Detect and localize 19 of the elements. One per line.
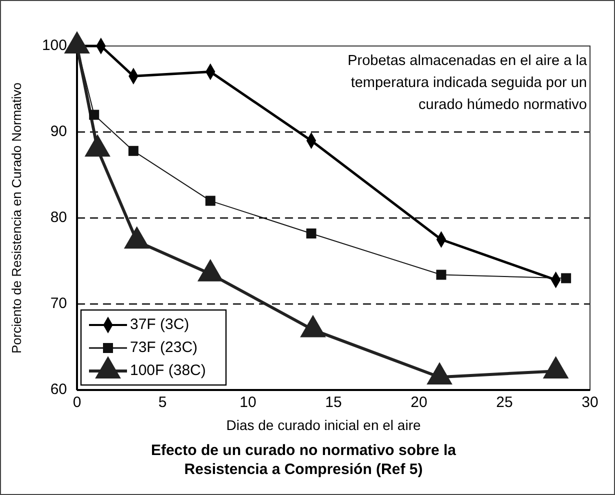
y-tick-label: 70 xyxy=(50,294,67,312)
x-tick-label: 0 xyxy=(72,394,82,411)
x-tick-label: 25 xyxy=(496,394,513,411)
x-axis-title: Dias de curado inicial en el aire xyxy=(226,417,421,433)
legend-label: 73F (23C) xyxy=(130,338,198,356)
x-tick-label: 15 xyxy=(325,394,342,411)
annotation: Probetas almacenadas en el aire a la temperatura indicada seguida por un curado húmedo normativo xyxy=(348,53,588,113)
y-tick-label: 60 xyxy=(50,380,67,398)
legend-label: 37F (3C) xyxy=(130,316,190,333)
x-tick-label: 30 xyxy=(582,394,598,411)
x-tick-label: 5 xyxy=(158,394,167,411)
y-tick-label: 90 xyxy=(50,122,67,140)
legend-label: 100F (38C) xyxy=(130,362,206,379)
x-tick-label: 10 xyxy=(240,394,256,411)
x-tick-label: 20 xyxy=(410,394,428,411)
text: Efecto de un curado no normativo sobre la Resistencia a Compresión (Ref 5) xyxy=(150,442,457,478)
y-tick-label: 100 xyxy=(42,36,67,54)
y-axis-title: Porciento de Resistencia en Curado Normativo xyxy=(9,82,24,354)
y-tick-label: 80 xyxy=(50,208,67,226)
